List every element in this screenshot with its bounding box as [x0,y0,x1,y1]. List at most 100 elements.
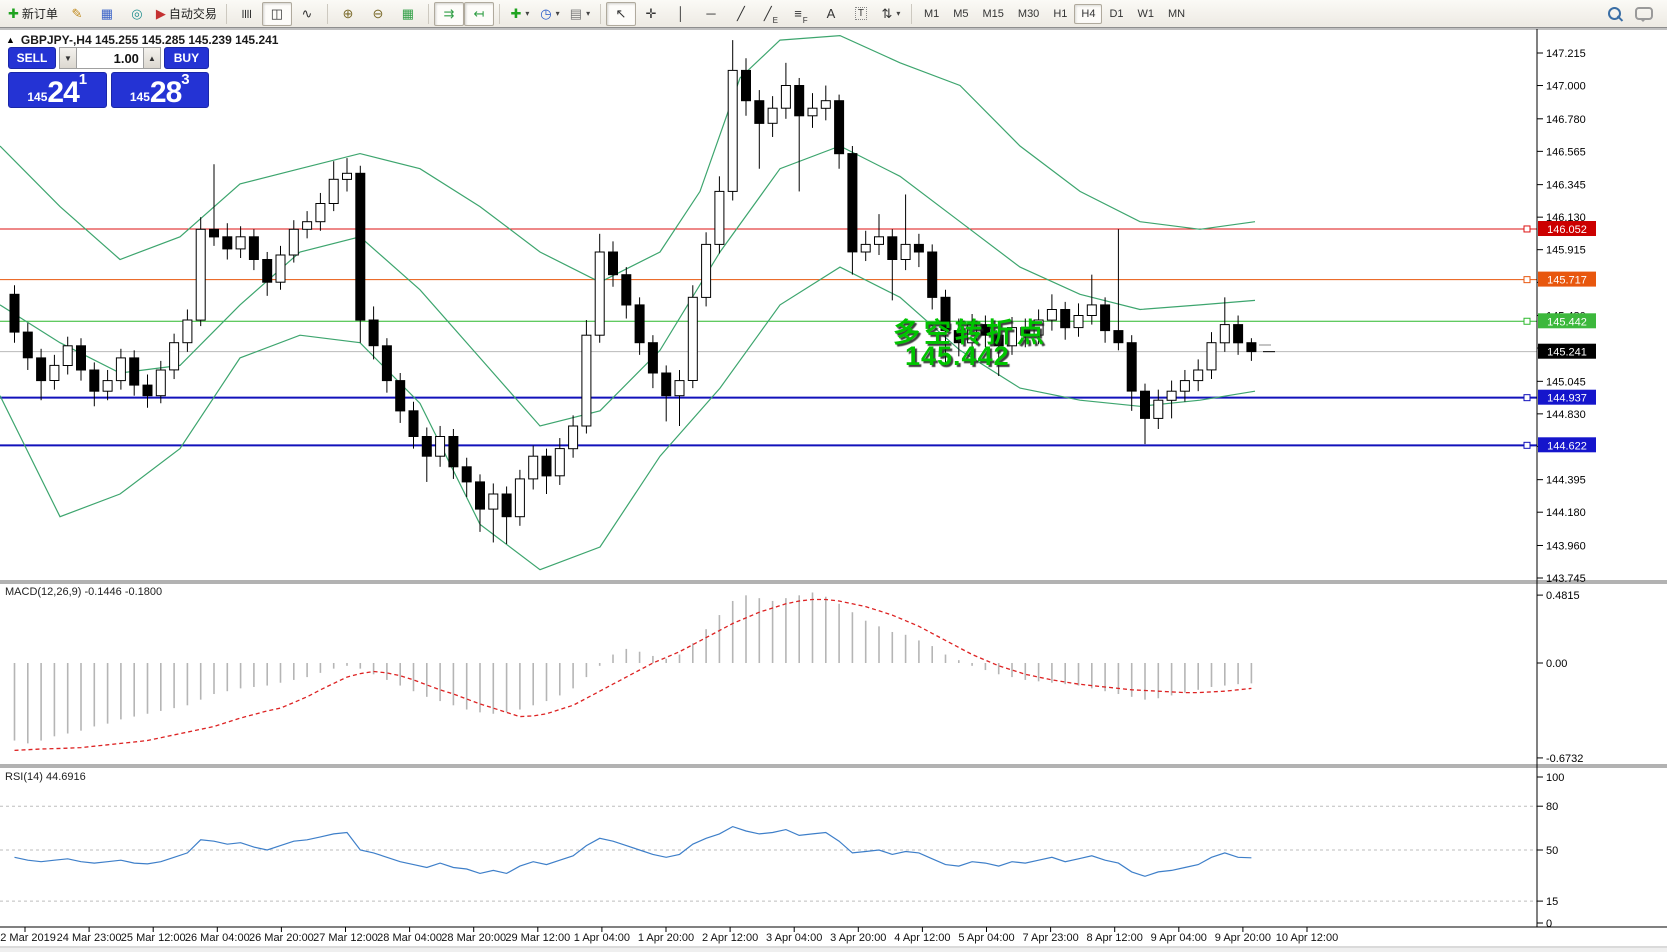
timeframe-d1[interactable]: D1 [1109,7,1124,20]
svg-text:144.395: 144.395 [1546,475,1586,487]
fibonacci-icon: ≡ [794,6,802,21]
timeframe-group: M1 M5 M15 M30 H1 H4 D1 W1 MN [917,3,1192,24]
channel-button[interactable]: ╱ E [756,2,786,26]
new-order-button[interactable]: ✚ 新订单 [4,2,62,26]
chat-icon[interactable] [1635,7,1653,22]
hline-button[interactable]: ─ [696,2,726,26]
timeframe-m15[interactable]: M15 [982,7,1004,20]
chart-shift-icon: ↤ [473,5,485,21]
svg-text:144.937: 144.937 [1547,393,1587,405]
annotation-text: 多空转折点 [893,318,1048,348]
volume-input[interactable] [76,47,143,69]
cursor-button[interactable]: ↖ [605,1,636,26]
bars-chart-button[interactable]: ≣ [232,2,262,26]
chart-shift-button[interactable]: ↤ [463,1,494,26]
timeframe-mn[interactable]: MN [1168,7,1186,20]
arrows-icon: ⇅ [881,5,893,21]
chevron-down-icon[interactable]: ▾ [555,9,560,18]
arrows-button[interactable]: ⇅ ▾ [876,2,906,26]
autoscroll-button[interactable]: ⇉ [433,1,464,26]
macd-label: MACD(12,26,9) -0.1446 -0.1800 [5,586,163,598]
line-chart-button[interactable]: ∿ [292,2,322,26]
svg-text:1 Apr 04:00: 1 Apr 04:00 [574,932,630,944]
rsi-label: RSI(14) 44.6916 [5,771,86,783]
svg-text:144.830: 144.830 [1546,409,1586,421]
grid-layer [0,805,1537,902]
buy-price-display[interactable]: 145 28 3 [110,72,209,109]
indicators-button[interactable]: ✚ ▾ [505,2,535,26]
svg-text:22 Mar 2019: 22 Mar 2019 [0,932,56,944]
svg-text:24 Mar 23:00: 24 Mar 23:00 [57,932,122,944]
navigator-button[interactable]: ◎ [122,2,152,26]
search-icon[interactable] [1608,7,1621,20]
templates-button[interactable]: ▤ ▾ [565,2,595,26]
svg-text:3 Apr 20:00: 3 Apr 20:00 [830,932,886,944]
periods-button[interactable]: ◷ ▾ [535,2,565,26]
sell-price-display[interactable]: 145 24 1 [8,72,107,108]
hlines-layer [0,225,1537,449]
indicators-icon: ✚ [510,5,522,21]
fibonacci-button[interactable]: ≡ F [786,2,816,26]
svg-text:1 Apr 20:00: 1 Apr 20:00 [638,932,694,944]
svg-text:100: 100 [1546,772,1564,784]
timeframe-m5[interactable]: M5 [953,7,969,20]
tile-windows-button[interactable]: ▦ [393,2,423,26]
zoom-in-button[interactable]: ⊕ [333,2,363,26]
trendline-icon: ╱ [737,5,745,21]
collapse-icon[interactable]: ▲ [6,35,15,45]
timeframe-h1[interactable]: H1 [1053,7,1068,20]
styler-button[interactable]: ✎ [62,2,92,26]
svg-text:0: 0 [1546,918,1552,930]
svg-text:0.4815: 0.4815 [1546,590,1580,602]
vline-button[interactable]: │ [666,2,696,26]
sell-button[interactable]: SELL [8,47,56,69]
frame-layer [0,28,1667,948]
toolbar-right-group [1608,7,1663,22]
chevron-down-icon[interactable]: ▾ [586,9,591,18]
channel-icon: ╱ [763,5,772,21]
price-axis: 147.215147.000146.780146.565146.345146.1… [1537,48,1596,930]
autotrading-button[interactable]: ▶ 自动交易 [152,2,221,26]
svg-text:145.717: 145.717 [1547,275,1587,287]
volume-increase-button[interactable]: ▲ [142,47,161,69]
svg-text:3 Apr 04:00: 3 Apr 04:00 [766,932,822,944]
svg-text:10 Apr 12:00: 10 Apr 12:00 [1276,932,1338,944]
tile-windows-icon: ▦ [401,5,415,21]
buy-price-big: 28 [149,76,182,109]
zoom-in-icon: ⊕ [342,5,354,21]
crosshair-button[interactable]: ✛ [636,2,666,26]
label-button[interactable]: T [846,2,876,26]
charts-button[interactable]: ▦ [92,2,122,26]
timeframe-m30[interactable]: M30 [1017,7,1040,20]
svg-text:147.215: 147.215 [1546,48,1586,60]
svg-text:28 Mar 20:00: 28 Mar 20:00 [441,932,506,944]
candles-chart-button[interactable]: ◫ [261,1,292,26]
chevron-down-icon[interactable]: ▾ [525,9,530,18]
timeframe-h4[interactable]: H4 [1074,3,1103,24]
svg-text:25 Mar 12:00: 25 Mar 12:00 [121,932,186,944]
svg-text:28 Mar 04:00: 28 Mar 04:00 [377,932,442,944]
svg-text:145.241: 145.241 [1547,347,1587,359]
brush-icon: ✎ [71,5,83,21]
svg-text:15: 15 [1546,896,1558,908]
autoscroll-icon: ⇉ [443,5,455,21]
timeframe-w1[interactable]: W1 [1137,7,1155,20]
trendline-button[interactable]: ╱ [726,2,756,26]
chevron-down-icon[interactable]: ▾ [896,9,901,18]
bollinger-layer [0,34,1256,571]
text-button[interactable]: A [816,2,846,26]
svg-text:4 Apr 12:00: 4 Apr 12:00 [894,932,950,944]
svg-text:-0.6732: -0.6732 [1546,753,1583,765]
buy-button[interactable]: BUY [163,47,210,69]
volume-decrease-button[interactable]: ▼ [58,47,77,69]
zoom-out-button[interactable]: ⊖ [363,2,393,26]
sell-price-prefix: 145 [27,90,48,104]
timeframe-m1[interactable]: M1 [923,7,940,20]
navigator-icon: ◎ [131,5,143,21]
svg-text:8 Apr 12:00: 8 Apr 12:00 [1087,932,1143,944]
time-axis: 22 Mar 2019 24 Mar 23:00 25 Mar 12:00 26 Ma… [0,927,1338,944]
rsi-layer [14,825,1252,877]
autotrade-icon: ▶ [155,5,166,21]
channel-button-sub: E [772,15,779,25]
